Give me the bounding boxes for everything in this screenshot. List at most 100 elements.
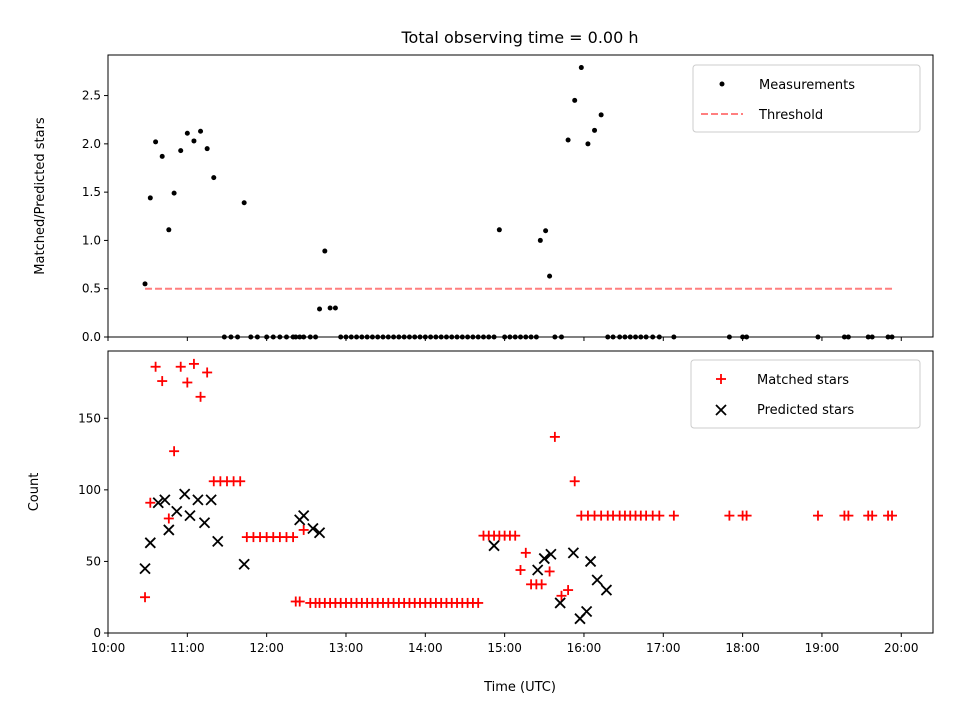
matched-star-point (195, 391, 206, 402)
measurement-point (332, 305, 338, 311)
matched-star-point (544, 566, 555, 577)
predicted-star-point (591, 574, 603, 586)
x-tick-label: 20:00 (884, 641, 919, 655)
x-b (212, 535, 224, 548)
x-b (152, 497, 164, 509)
y-tick-label: 2.0 (82, 137, 101, 151)
x-b (298, 509, 310, 522)
y-tick-label: 0 (93, 626, 101, 640)
measurement-point (578, 65, 584, 71)
predicted-star-point (567, 547, 580, 559)
measurement-point (211, 175, 217, 181)
chart-title: Total observing time = 0.00 h (400, 28, 638, 47)
predicted-star-point (545, 548, 557, 560)
y-tick-label: 0.0 (82, 330, 101, 344)
y-tick-label: 1.0 (82, 233, 101, 247)
matched-star-point (150, 361, 161, 372)
top-y-ticks: 0.0 0.5 1.0 1.5 2.0 2.5 (82, 89, 108, 344)
matched-star-point (169, 446, 180, 457)
matched-star-point (235, 476, 246, 487)
measurement-point (204, 146, 210, 152)
measurement-point (547, 273, 553, 279)
x-b (488, 540, 500, 552)
matched-star-point (563, 585, 574, 596)
bottom-legend: Matched stars Predicted stars (690, 359, 921, 429)
matched-star-point (188, 358, 199, 369)
predicted-star-point (205, 494, 217, 506)
x-b (179, 488, 191, 500)
x-b (600, 584, 613, 596)
measurement-point (543, 228, 549, 234)
matched-star-point (556, 590, 567, 601)
x-tick-label: 17:00 (646, 641, 681, 655)
matched-star-point (520, 547, 531, 558)
measurement-point (327, 305, 333, 311)
y-tick-label: 50 (86, 554, 101, 568)
bottom-marks (139, 358, 898, 625)
bottom-y-axis-label: Count (27, 473, 42, 512)
matched-star-point (294, 596, 305, 607)
predicted-star-point (600, 584, 613, 596)
x-tick-label: 16:00 (567, 641, 602, 655)
measurement-point (241, 200, 247, 206)
measurement-point (198, 128, 204, 134)
measurement-point (159, 153, 165, 159)
measurement-point (171, 190, 177, 196)
matched-star-point (887, 510, 898, 521)
x-b (580, 605, 593, 618)
predicted-star-point (298, 509, 310, 522)
x-b (313, 527, 326, 539)
x-b (538, 552, 550, 565)
predicted-star-point (538, 552, 550, 565)
predicted-star-point (554, 597, 566, 609)
x-tick-label: 18:00 (725, 641, 760, 655)
measurement-point (153, 139, 159, 145)
measurement-point (178, 148, 184, 154)
measurement-point (565, 137, 571, 143)
x-b (159, 494, 171, 506)
bottom-axes-frame (107, 350, 934, 634)
x-b (307, 522, 319, 535)
predicted-star-point (159, 494, 171, 506)
matched-star-point (202, 367, 213, 378)
matched-star-point (741, 510, 752, 521)
x-tick-label: 11:00 (170, 641, 205, 655)
x-b (554, 597, 566, 609)
x-b (591, 574, 603, 586)
x-tick-label: 15:00 (487, 641, 522, 655)
matched-star-point (157, 376, 168, 387)
x-axis-label: Time (UTC) (483, 680, 556, 695)
matched-star-point (140, 592, 151, 603)
predicted-star-point (584, 555, 597, 568)
predicted-star-point (179, 488, 191, 500)
predicted-star-point (139, 562, 151, 575)
measurement-point (322, 248, 328, 254)
x-tick-label: 14:00 (408, 641, 443, 655)
top-axes-frame (107, 54, 934, 338)
predicted-star-point (238, 558, 250, 570)
predicted-star-point (488, 540, 500, 552)
legend-measurements-marker (719, 81, 725, 87)
matched-star-point (175, 361, 186, 372)
x-tick-label: 13:00 (329, 641, 364, 655)
legend-threshold-label: Threshold (758, 108, 823, 123)
bottom-legend-frame (690, 359, 921, 429)
measurement-point (585, 141, 591, 147)
x-b (163, 524, 175, 536)
matched-star-point (867, 510, 878, 521)
measurement-point (184, 130, 190, 136)
top-legend-frame (692, 64, 921, 133)
bottom-y-ticks: 0 50 100 150 (78, 411, 108, 640)
matched-star-point (182, 377, 193, 388)
x-tick-label: 19:00 (805, 641, 840, 655)
matched-star-point (812, 510, 823, 521)
matched-star-point (515, 565, 526, 576)
bottom-x-ticks: 10:00 11:00 12:00 13:00 14:00 15:00 16:00 17:00… (91, 633, 919, 655)
matched-star-point (298, 524, 309, 535)
matched-star-point (569, 476, 580, 487)
predicted-star-point (192, 494, 204, 506)
legend-predicted-label: Predicted stars (757, 403, 854, 418)
measurement-point (592, 127, 598, 133)
x-b (184, 509, 196, 522)
